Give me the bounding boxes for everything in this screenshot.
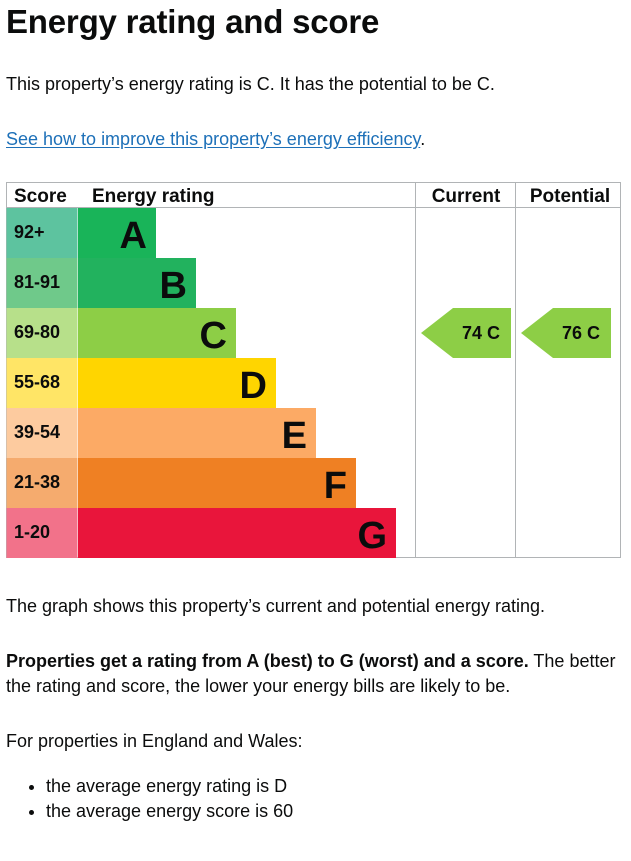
list-item: the average energy score is 60 <box>46 799 293 824</box>
rating-bar-a <box>78 208 156 258</box>
rating-bar-e <box>78 408 316 458</box>
score-range-a: 92+ <box>14 222 45 242</box>
header-energy-rating: Energy rating <box>92 186 214 207</box>
rating-bands: 92+ A 81-91 B 69-80 C 55-68 D 39-54 E 21-38 F 1-20 G <box>6 208 396 558</box>
rating-letter-a: A <box>120 215 147 257</box>
score-range-e: 39-54 <box>14 422 60 442</box>
score-cell-f <box>6 458 78 508</box>
score-cell-a <box>6 208 78 258</box>
improve-efficiency-link[interactable]: See how to improve this property’s energ… <box>6 129 421 149</box>
current-rating-arrow <box>421 308 511 358</box>
score-cell-b <box>6 258 78 308</box>
score-cell-e <box>6 408 78 458</box>
potential-rating-arrow <box>521 308 611 358</box>
rating-explanation-rest: The better the rating and score, the low… <box>6 651 616 696</box>
score-cell-d <box>6 358 78 408</box>
rating-bar-g <box>78 508 396 558</box>
score-range-c: 69-80 <box>14 322 60 342</box>
header-score: Score <box>14 186 67 207</box>
score-cell-c <box>6 308 78 358</box>
rating-summary: This property’s energy rating is C. It h… <box>6 74 495 94</box>
rating-explanation: Properties get a rating from A (best) to… <box>6 649 621 699</box>
score-range-f: 21-38 <box>14 472 60 492</box>
rating-bar-c <box>78 308 236 358</box>
improve-paragraph: See how to improve this property’s energ… <box>6 127 425 152</box>
score-range-d: 55-68 <box>14 372 60 392</box>
rating-bar-f <box>78 458 356 508</box>
score-cell-g <box>6 508 78 558</box>
rating-bar-d <box>78 358 276 408</box>
rating-explanation-bold: Properties get a rating from A (best) to… <box>6 651 529 671</box>
averages-list: the average energy rating is D the avera… <box>6 774 293 824</box>
rating-letter-f: F <box>324 465 347 507</box>
energy-rating-chart: Score Energy rating Current Potential 92… <box>6 182 621 558</box>
header-current: Current <box>432 186 501 207</box>
rating-letter-g: G <box>357 515 387 557</box>
potential-rating-label: 76 C <box>562 323 600 343</box>
rating-markers: 74 C 76 C <box>421 308 611 358</box>
rating-letter-b: B <box>160 265 187 307</box>
list-item: the average energy rating is D <box>46 774 293 799</box>
rating-letter-d: D <box>240 365 267 407</box>
rating-letter-c: C <box>200 315 227 357</box>
region-intro: For properties in England and Wales: <box>6 731 303 751</box>
current-rating-label: 74 C <box>462 323 500 343</box>
rating-bar-b <box>78 258 196 308</box>
header-potential: Potential <box>530 186 610 207</box>
page-title: Energy rating and score <box>6 3 380 40</box>
link-suffix: . <box>420 129 426 149</box>
rating-letter-e: E <box>282 415 307 457</box>
graph-note: The graph shows this property’s current … <box>6 596 545 616</box>
score-range-g: 1-20 <box>14 522 50 542</box>
score-range-b: 81-91 <box>14 272 60 292</box>
